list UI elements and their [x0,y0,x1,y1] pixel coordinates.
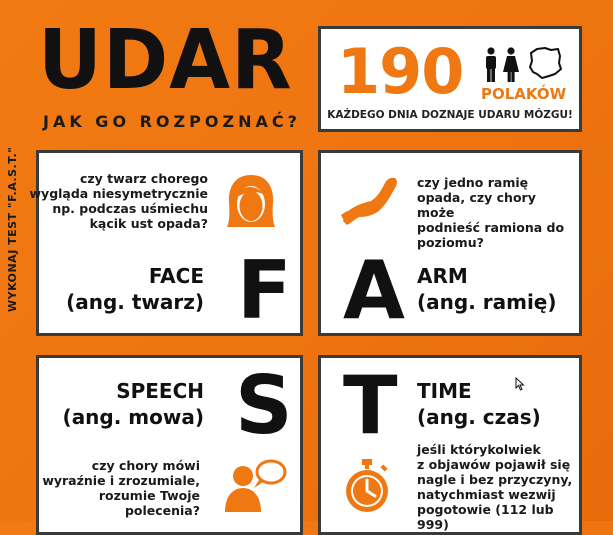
speech-heading-line: (ang. mowa) [62,405,204,429]
time-heading-line: TIME [417,379,472,403]
speaking-person-icon [221,458,291,518]
face-description-line: czy twarz chorego [79,171,208,186]
arm-heading-line: ARM [417,264,468,288]
stopwatch-icon [339,458,395,518]
time-description-line: nagle i bez przyczyny, [417,472,573,487]
time-description-line: natychmiast wezwij [417,487,556,502]
speech-description-line: rozumie Twoje [98,488,200,503]
card-face: czy twarz chorego wygląda niesymetryczni… [30,150,303,337]
time-description-line: z objawów pojawił się [417,457,571,472]
arm-heading: ARM (ang. ramię) [417,263,577,315]
face-heading: FACE (ang. twarz) [34,263,204,315]
stat-caption: KAŻDEGO DNIA DOZNAJE UDARU MÓZGU! [327,109,573,121]
card-arm: czy jedno ramię opada, czy chory może po… [318,150,582,336]
time-heading-line: (ang. czas) [417,405,541,429]
people-icons [482,47,522,87]
arm-description-line: poziomu? [417,235,484,250]
face-heading-line: (ang. twarz) [66,290,204,314]
speech-heading-line: SPEECH [116,379,204,403]
title: UDAR [38,13,293,108]
letter-s: S [235,359,293,452]
stat-box: 190 POLAKÓW KAŻDEGO DNIA DOZNAJE UDARU M… [318,26,582,132]
face-description: czy twarz chorego wygląda niesymetryczni… [28,171,209,231]
arm-icon [341,175,399,231]
mouse-cursor-icon [515,376,525,395]
speech-description-line: wyraźnie i zrozumiale, [42,473,200,488]
arm-description: czy jedno ramię opada, czy chory może po… [417,175,577,250]
stat-number: 190 [337,35,464,108]
speech-heading: SPEECH (ang. mowa) [34,378,204,430]
side-text: WYKONAJ TEST "F.A.S.T." [6,146,19,312]
face-description-line: wygląda niesymetrycznie [29,186,209,201]
card-speech: SPEECH (ang. mowa) S czy chory mówi wyra… [36,355,303,535]
poland-map-icon [527,45,563,85]
arm-description-line: czy jedno ramię [417,175,529,190]
subtitle: JAK GO ROZPOZNAĆ? [43,112,301,131]
male-female-icon [486,47,519,82]
speech-description-line: czy chory mówi [91,458,200,473]
letter-f: F [237,244,292,337]
woman-face-icon [225,173,277,233]
time-description-line: jeśli którykolwiek [417,442,541,457]
time-description: jeśli którykolwiek z objawów pojawił się… [417,442,582,532]
time-description-line: pogotowie (112 lub 999) [417,502,554,532]
speech-description: czy chory mówi wyraźnie i zrozumiale, ro… [30,458,200,518]
face-heading-line: FACE [148,264,204,288]
letter-a: A [343,244,405,337]
arm-heading-line: (ang. ramię) [417,290,557,314]
speech-description-line: polecenia? [124,503,200,518]
face-description-line: np. podczas uśmiechu [52,201,208,216]
card-time: T TIME (ang. czas) jeśli którykolwiek z … [318,355,582,535]
arm-description-line: opada, czy chory może [417,190,536,220]
stat-label: POLAKÓW [481,85,567,103]
letter-t: T [343,359,398,452]
time-heading: TIME (ang. czas) [417,378,577,430]
arm-description-line: podnieść ramiona do [417,220,565,235]
face-description-line: kącik ust opada? [89,216,208,231]
